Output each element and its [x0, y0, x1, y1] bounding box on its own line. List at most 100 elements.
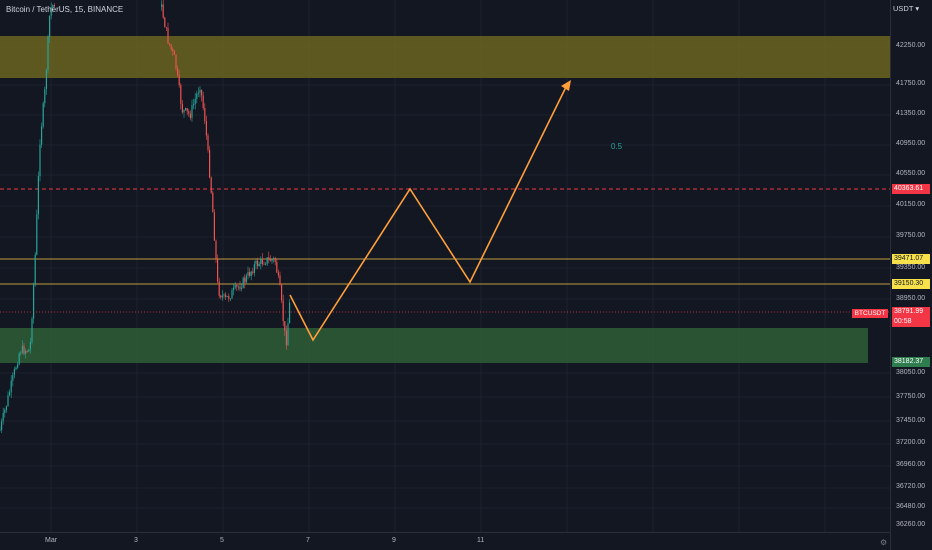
candle-body — [0, 429, 1, 431]
candle-body — [36, 214, 38, 255]
candle-body — [213, 212, 215, 241]
candle-body — [255, 260, 257, 265]
candle-body — [202, 95, 204, 108]
price-tick: 40950.00 — [896, 140, 926, 147]
price-chart[interactable] — [0, 0, 890, 532]
candle-body — [15, 367, 17, 370]
candle-body — [45, 69, 47, 90]
candle-body — [23, 345, 25, 354]
candle-body — [231, 290, 233, 299]
time-label: 5 — [220, 537, 224, 544]
candle-body — [212, 192, 214, 213]
price-tick: 37750.00 — [896, 393, 926, 400]
candle-body — [191, 105, 193, 118]
candle-body — [274, 258, 276, 262]
candle-body — [170, 44, 172, 50]
candle-body — [269, 258, 271, 262]
candle-body — [215, 240, 217, 259]
candle-body — [257, 260, 259, 267]
price-tick: 36480.00 — [896, 503, 926, 510]
candle-body — [204, 107, 206, 122]
projection-path[interactable] — [289, 84, 568, 342]
candle-body — [268, 257, 270, 259]
candle-body — [20, 352, 22, 354]
candlestick-series[interactable] — [0, 0, 291, 433]
level-upper-badge: 39471.07 — [892, 254, 930, 264]
candle-body — [276, 261, 278, 273]
support-zone[interactable] — [0, 328, 868, 363]
resistance-price-badge: 40363.61 — [892, 184, 930, 194]
candle-body — [239, 286, 241, 289]
candle-body — [161, 4, 163, 7]
time-axis[interactable] — [0, 532, 890, 550]
candle-body — [180, 85, 182, 104]
candle-body — [277, 272, 279, 276]
candle-body — [250, 271, 252, 277]
projection-arrowhead — [561, 80, 571, 91]
candle-body — [175, 54, 177, 69]
candle-body — [284, 321, 286, 331]
price-tick: 42250.00 — [896, 42, 926, 49]
candle-body — [183, 109, 185, 113]
gear-icon[interactable]: ⚙ — [880, 538, 888, 547]
candle-body — [221, 295, 223, 298]
time-label: 11 — [477, 537, 485, 544]
candle-body — [273, 258, 275, 260]
horizontal-grid — [0, 46, 890, 509]
candle-body — [2, 412, 4, 422]
candle-body — [12, 375, 14, 381]
candle-body — [209, 149, 211, 178]
candle-body — [25, 351, 27, 354]
price-tick: 38050.00 — [896, 369, 926, 376]
resistance-zone[interactable] — [0, 36, 890, 78]
candle-body — [173, 51, 175, 55]
candle-body — [5, 405, 7, 410]
candle-body — [194, 98, 196, 105]
price-tick: 40150.00 — [896, 201, 926, 208]
symbol-title[interactable]: Bitcoin / TetherUS, 15, BINANCE — [6, 5, 124, 14]
candle-body — [237, 286, 239, 288]
candle-body — [210, 177, 212, 193]
candle-body — [199, 89, 201, 93]
candle-body — [225, 294, 227, 297]
candle-body — [185, 108, 187, 110]
candle-body — [172, 49, 174, 52]
chart-area[interactable]: Bitcoin / TetherUS, 15, BINANCE 0.5 BTCU… — [0, 0, 890, 532]
candle-body — [41, 126, 43, 145]
candle-body — [228, 296, 230, 299]
candle-body — [218, 281, 220, 296]
candle-body — [164, 17, 166, 28]
candle-body — [33, 285, 35, 319]
candle-body — [28, 349, 30, 352]
candle-body — [233, 287, 235, 291]
candle-body — [49, 15, 51, 38]
candle-body — [47, 37, 49, 70]
candle-body — [189, 113, 191, 118]
countdown-badge: 00:58 — [892, 317, 930, 327]
candle-body — [26, 351, 28, 352]
price-tick: 41350.00 — [896, 110, 926, 117]
candle-body — [50, 7, 52, 16]
candle-body — [287, 323, 289, 346]
vertical-grid — [50, 0, 826, 532]
candle-body — [245, 275, 247, 283]
fib-label: 0.5 — [611, 142, 623, 151]
candle-body — [253, 264, 255, 273]
candle-body — [260, 258, 262, 265]
candle-body — [167, 27, 169, 44]
candle-body — [258, 264, 260, 267]
candle-body — [193, 104, 195, 106]
candle-body — [226, 296, 228, 297]
currency-selector[interactable]: USDT ▾ — [893, 4, 920, 13]
candle-body — [201, 89, 203, 96]
price-axis[interactable] — [890, 0, 932, 550]
candle-body — [17, 364, 19, 368]
candle-body — [31, 318, 33, 342]
candle-body — [220, 295, 222, 298]
price-tick: 40550.00 — [896, 170, 926, 177]
candle-body — [44, 89, 46, 104]
price-tick: 36720.00 — [896, 483, 926, 490]
candle-body — [285, 330, 287, 346]
price-tick: 36260.00 — [896, 521, 926, 528]
candle-body — [178, 74, 180, 86]
